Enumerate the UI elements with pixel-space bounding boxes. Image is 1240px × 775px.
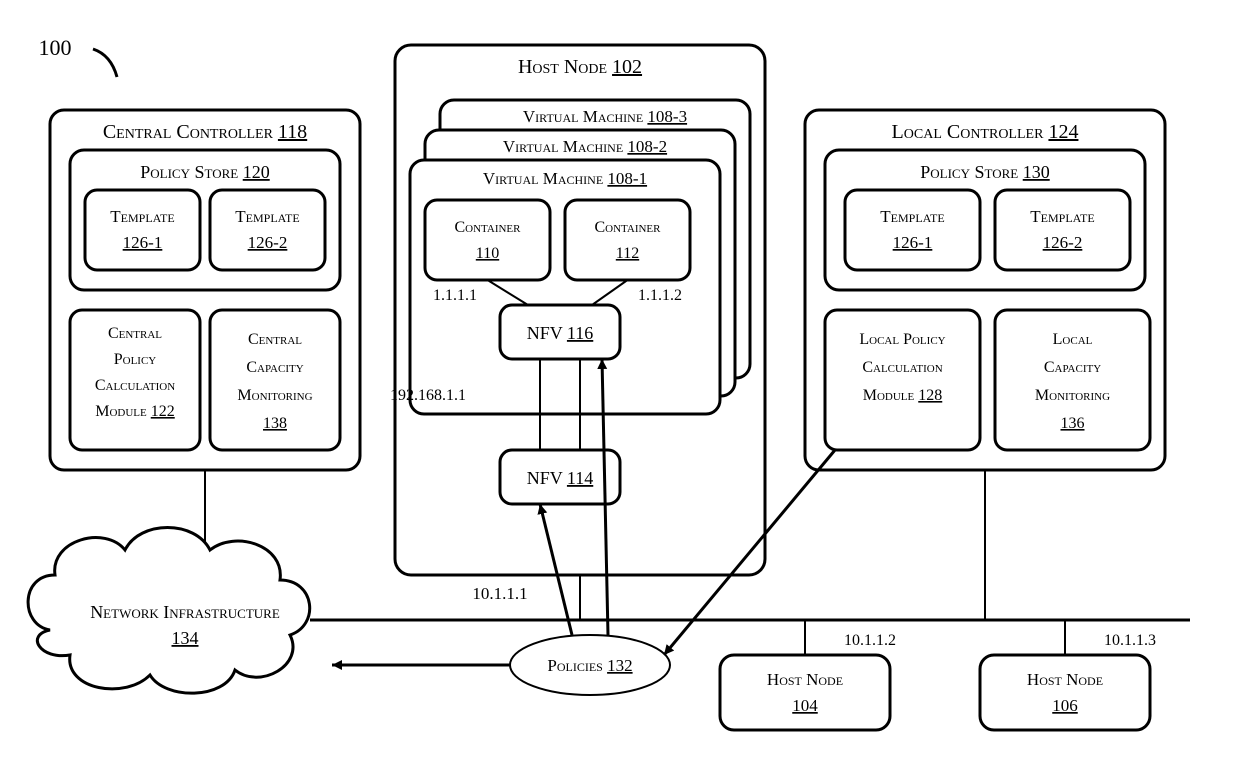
- svg-text:Local Policy: Local Policy: [859, 331, 945, 348]
- local-template-1: [995, 190, 1130, 270]
- svg-text:10.1.1.3: 10.1.1.3: [1104, 632, 1156, 649]
- central-template-1: [210, 190, 325, 270]
- svg-text:1.1.1.2: 1.1.1.2: [638, 287, 682, 304]
- svg-text:104: 104: [792, 696, 818, 715]
- svg-text:Host Node 102: Host Node 102: [518, 56, 642, 78]
- svg-text:110: 110: [476, 245, 499, 262]
- svg-text:Capacity: Capacity: [1044, 359, 1101, 376]
- svg-text:Virtual Machine 108-3: Virtual Machine 108-3: [523, 107, 687, 126]
- svg-text:126-2: 126-2: [1043, 233, 1083, 252]
- container-0: [425, 200, 550, 280]
- svg-text:Central: Central: [248, 331, 302, 348]
- local-template-0: [845, 190, 980, 270]
- svg-text:106: 106: [1052, 696, 1078, 715]
- svg-text:Container: Container: [454, 219, 521, 236]
- host-node-3-box: [980, 655, 1150, 730]
- svg-text:Template: Template: [110, 207, 174, 226]
- svg-text:Template: Template: [880, 207, 944, 226]
- svg-text:Container: Container: [594, 219, 661, 236]
- svg-text:Monitoring: Monitoring: [1035, 387, 1110, 404]
- svg-text:Template: Template: [1030, 207, 1094, 226]
- svg-text:Monitoring: Monitoring: [237, 387, 312, 404]
- svg-text:Local: Local: [1053, 331, 1093, 348]
- svg-text:Virtual Machine 108-1: Virtual Machine 108-1: [483, 169, 647, 188]
- svg-text:Policies 132: Policies 132: [547, 656, 632, 675]
- container-1: [565, 200, 690, 280]
- svg-text:Host Node: Host Node: [767, 670, 843, 689]
- svg-text:Network Infrastructure: Network Infrastructure: [90, 602, 280, 622]
- svg-text:Central Controller 118: Central Controller 118: [103, 121, 307, 143]
- svg-text:Central: Central: [108, 325, 162, 342]
- svg-text:Calculation: Calculation: [95, 377, 175, 394]
- svg-text:134: 134: [172, 628, 199, 648]
- svg-text:Calculation: Calculation: [862, 359, 942, 376]
- svg-text:10.1.1.1: 10.1.1.1: [472, 584, 527, 603]
- host-node-2-box: [720, 655, 890, 730]
- svg-text:126-2: 126-2: [248, 233, 288, 252]
- central-template-0: [85, 190, 200, 270]
- svg-text:Capacity: Capacity: [246, 359, 303, 376]
- svg-text:1.1.1.1: 1.1.1.1: [433, 287, 477, 304]
- svg-text:Template: Template: [235, 207, 299, 226]
- svg-text:126-1: 126-1: [123, 233, 163, 252]
- svg-text:Policy Store 120: Policy Store 120: [140, 162, 269, 182]
- svg-text:Policy Store 130: Policy Store 130: [920, 162, 1049, 182]
- svg-text:136: 136: [1061, 415, 1085, 432]
- svg-text:Module 122: Module 122: [95, 403, 175, 420]
- svg-text:192.168.1.1: 192.168.1.1: [390, 387, 466, 404]
- svg-text:100: 100: [39, 35, 72, 60]
- svg-text:10.1.1.2: 10.1.1.2: [844, 632, 896, 649]
- svg-text:Module 128: Module 128: [863, 387, 943, 404]
- svg-text:NFV 116: NFV 116: [527, 323, 594, 343]
- svg-text:126-1: 126-1: [893, 233, 933, 252]
- svg-text:138: 138: [263, 415, 287, 432]
- svg-text:Local Controller 124: Local Controller 124: [892, 121, 1079, 143]
- svg-text:Policy: Policy: [114, 351, 157, 368]
- svg-text:112: 112: [616, 245, 639, 262]
- svg-text:Host Node: Host Node: [1027, 670, 1103, 689]
- svg-text:Virtual Machine 108-2: Virtual Machine 108-2: [503, 137, 667, 156]
- svg-text:NFV 114: NFV 114: [527, 468, 594, 488]
